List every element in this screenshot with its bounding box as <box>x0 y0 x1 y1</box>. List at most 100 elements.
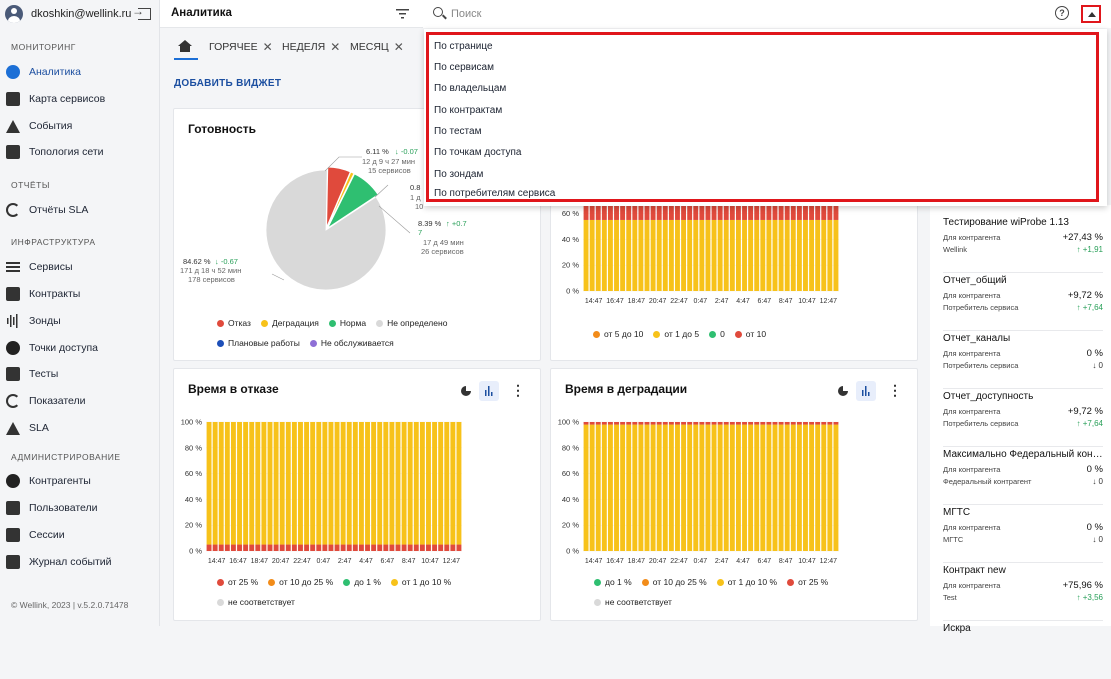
sidebar-item-tests[interactable]: Тесты <box>6 364 156 384</box>
sidebar-item-journal[interactable]: Журнал событий <box>6 552 156 572</box>
add-widget-button[interactable]: ДОБАВИТЬ ВИДЖЕТ <box>174 78 282 89</box>
bar-segment <box>632 424 638 551</box>
bar-segment <box>620 424 626 551</box>
bar-segment <box>243 544 249 551</box>
checklist-icon <box>6 367 20 381</box>
sidebar-item-analytics[interactable]: Аналитика <box>6 62 156 82</box>
legend-item[interactable]: 0 <box>709 324 725 344</box>
bar-segment <box>224 422 230 545</box>
sidebar-item-sla[interactable]: SLA <box>6 418 156 438</box>
sidebar-item-access-points[interactable]: Точки доступа <box>6 338 156 358</box>
list-item[interactable]: Отчет_общий Для контрагента +9,72 % Потр… <box>943 273 1103 331</box>
legend-item[interactable]: от 10 до 25 % <box>268 572 333 592</box>
close-icon[interactable]: ✕ <box>330 40 341 54</box>
list-item[interactable]: Контракт new Для контрагента +75,96 % Te… <box>943 563 1103 621</box>
bar-segment <box>638 422 644 425</box>
menu-item-by-probes[interactable]: По зондам <box>434 169 484 180</box>
legend-item[interactable]: Деградация <box>260 313 319 333</box>
legend-item[interactable]: от 1 до 5 <box>653 324 699 344</box>
legend-item[interactable]: от 25 % <box>787 572 828 592</box>
list-item[interactable]: Отчет_каналы Для контрагента 0 % Потреби… <box>943 331 1103 389</box>
bar-segment <box>693 219 699 291</box>
legend-item[interactable]: от 25 % <box>217 572 258 592</box>
active-tab-indicator <box>174 58 198 60</box>
bar-segment <box>687 422 693 425</box>
legend-item[interactable]: Не определено <box>376 313 447 333</box>
x-tick-label: 14:47 <box>585 558 603 565</box>
sidebar-item-metrics[interactable]: Показатели <box>6 391 156 411</box>
close-icon[interactable]: ✕ <box>393 40 404 54</box>
sidebar-item-probes[interactable]: Зонды <box>6 311 156 331</box>
x-tick-label: 22:47 <box>670 558 688 565</box>
more-menu-button[interactable] <box>505 381 525 401</box>
list-item[interactable]: Максимально Федеральный кон… Для контраг… <box>943 447 1103 505</box>
sidebar-item-events[interactable]: События <box>6 116 156 136</box>
menu-item-by-consumers[interactable]: По потребителям сервиса <box>434 188 556 199</box>
legend-item[interactable]: от 10 до 25 % <box>641 572 707 592</box>
logout-icon[interactable] <box>132 4 151 20</box>
sidebar-item-sla-reports[interactable]: Отчёты SLA <box>6 200 156 220</box>
legend-item[interactable]: до 1 % <box>343 572 381 592</box>
pie-view-button[interactable] <box>833 381 853 401</box>
item-name: Отчет_доступность <box>943 391 1034 402</box>
item-sublabel: МГТС <box>943 535 964 544</box>
sidebar-item-users[interactable]: Пользователи <box>6 498 156 518</box>
list-item[interactable]: Тестирование wiProbe 1.13 Для контрагент… <box>943 215 1103 273</box>
legend-item[interactable]: не соответствует <box>217 592 295 612</box>
avatar[interactable] <box>5 5 23 23</box>
bar-view-button[interactable] <box>856 381 876 401</box>
legend-item[interactable]: до 1 % <box>594 572 632 592</box>
list-item[interactable]: МГТС Для контрагента 0 % МГТС ↓ 0 <box>943 505 1103 563</box>
more-menu-button[interactable] <box>882 381 902 401</box>
list-item[interactable]: Отчет_доступность Для контрагента +9,72 … <box>943 389 1103 447</box>
search-input[interactable] <box>451 5 1011 23</box>
legend-item[interactable]: Не обслуживается <box>309 333 394 353</box>
menu-item-by-services[interactable]: По сервисам <box>434 62 494 73</box>
tab-hot[interactable]: ГОРЯЧЕЕ ✕ <box>209 40 273 54</box>
bar-view-button[interactable] <box>479 381 499 401</box>
legend-item[interactable]: от 10 <box>734 324 766 344</box>
bar-segment <box>340 544 346 551</box>
list-item[interactable]: Искра <box>943 621 1103 679</box>
bar-segment <box>803 422 808 425</box>
bar-segment <box>626 424 632 551</box>
collapse-search-button[interactable] <box>1081 5 1101 23</box>
menu-item-by-page[interactable]: По странице <box>434 41 493 52</box>
bar-segment <box>249 544 255 551</box>
bar-segment <box>304 422 310 545</box>
sidebar-item-topology[interactable]: Топология сети <box>6 142 156 162</box>
help-icon[interactable]: ? <box>1055 6 1069 20</box>
legend-item[interactable]: от 5 до 10 <box>593 324 643 344</box>
legend-item[interactable]: не соответствует <box>594 592 672 612</box>
menu-item-by-contracts[interactable]: По контрактам <box>434 105 503 116</box>
legend-item[interactable]: Норма <box>328 313 366 333</box>
bar-segment <box>766 219 772 291</box>
user-profile[interactable]: dkoshkin@wellink.ru <box>5 4 155 24</box>
sidebar-item-counterparties[interactable]: Контрагенты <box>6 471 156 491</box>
legend-item[interactable]: от 1 до 10 % <box>390 572 451 592</box>
item-delta: ↓ 0 <box>1092 535 1103 544</box>
tab-week[interactable]: НЕДЕЛЯ ✕ <box>282 40 341 54</box>
menu-item-by-owners[interactable]: По владельцам <box>434 83 507 94</box>
bar-segment <box>778 422 784 425</box>
bar-segment <box>589 424 595 551</box>
legend-item[interactable]: от 1 до 10 % <box>716 572 777 592</box>
menu-item-by-tests[interactable]: По тестам <box>434 126 482 137</box>
bar-segment <box>766 424 772 551</box>
sidebar-item-services[interactable]: Сервисы <box>6 257 156 277</box>
pie-view-button[interactable] <box>456 381 476 401</box>
sidebar-item-sessions[interactable]: Сессии <box>6 525 156 545</box>
sidebar-item-service-map[interactable]: Карта сервисов <box>6 89 156 109</box>
legend-item[interactable]: Плановые работы <box>217 333 300 353</box>
filter-icon[interactable] <box>396 9 409 19</box>
legend-swatch <box>217 319 224 327</box>
tab-month[interactable]: МЕСЯЦ ✕ <box>350 40 404 54</box>
close-icon[interactable]: ✕ <box>262 40 273 54</box>
sidebar-item-contracts[interactable]: Контракты <box>6 284 156 304</box>
home-icon[interactable] <box>178 40 192 52</box>
label-undef-delta: ↓ -0.67 <box>215 257 238 266</box>
menu-item-by-access-points[interactable]: По точкам доступа <box>434 147 522 158</box>
legend-item[interactable]: Отказ <box>217 313 251 333</box>
section-reports: ОТЧЁТЫ <box>11 180 50 190</box>
downtime-card: Время в отказе 100 % 80 % 60 % 40 % 20 % 0 % 1… <box>173 368 541 621</box>
